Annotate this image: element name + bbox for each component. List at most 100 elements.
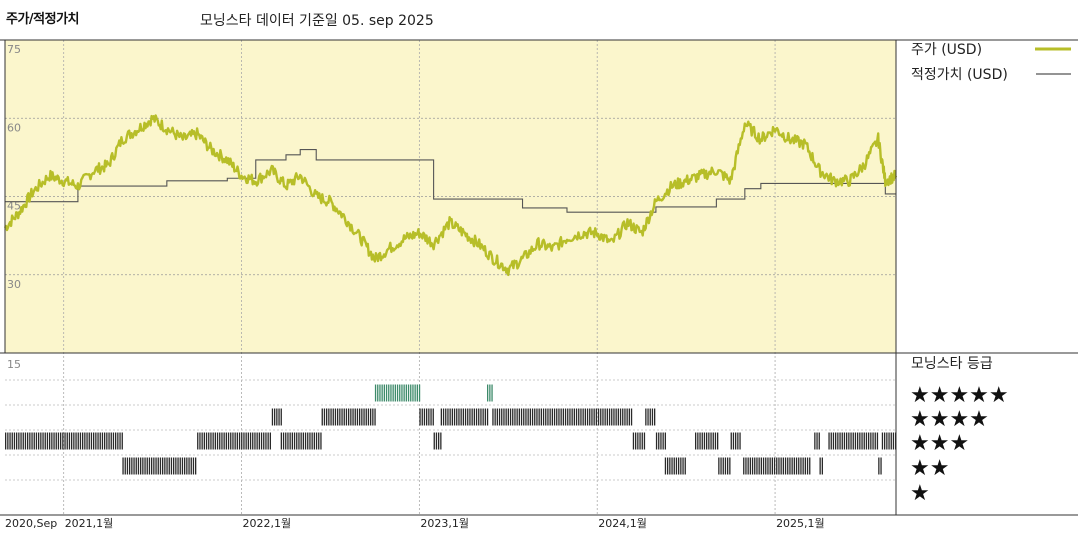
rating-tick	[478, 408, 480, 426]
rating-tick	[356, 408, 359, 426]
rating-tick	[654, 408, 656, 426]
rating-tick	[540, 408, 542, 426]
rating-tick	[512, 408, 514, 426]
rating-segment	[645, 408, 656, 426]
y-tick-label: 45	[7, 200, 21, 213]
rating-tick	[93, 432, 95, 450]
rating-tick	[20, 432, 22, 450]
rating-segment	[718, 457, 731, 475]
rating-tick	[38, 432, 40, 450]
rating-tick	[697, 432, 699, 450]
rating-tick	[619, 408, 622, 426]
rating-tick	[503, 408, 505, 426]
rating-tick	[453, 408, 456, 426]
rating-tick	[769, 457, 771, 475]
rating-tick	[121, 432, 123, 450]
rating-tick	[361, 408, 363, 426]
rating-tick	[637, 432, 639, 450]
rating-tick	[291, 432, 293, 450]
rating-tick	[405, 384, 407, 402]
rating-tick	[602, 408, 604, 426]
rating-tick	[514, 408, 516, 426]
chart-subtitle: 모닝스타 데이터 기준일 05. sep 2025	[200, 13, 434, 29]
rating-segment	[664, 457, 686, 475]
rating-tick	[523, 408, 525, 426]
rating-segment	[374, 384, 421, 402]
rating-tick	[664, 457, 667, 475]
rating-tick	[241, 432, 243, 450]
rating-tick	[352, 408, 354, 426]
rating-tick	[27, 432, 29, 450]
x-axis: 2020,Sep 2021,1월 2022,1월 2023,1월 2024,1월 2025…	[5, 517, 825, 530]
rating-tick	[582, 408, 584, 426]
rating-tick	[343, 408, 345, 426]
rating-tick	[46, 432, 49, 450]
rating-tick	[225, 432, 227, 450]
rating-tick	[195, 457, 197, 475]
rating-tick	[846, 432, 848, 450]
rating-tick	[271, 408, 274, 426]
rating-tick	[549, 408, 551, 426]
rating-tick	[320, 432, 322, 450]
rating-tick	[363, 408, 365, 426]
rating-tick	[789, 457, 791, 475]
rating-tick	[695, 432, 697, 450]
rating-tick	[188, 457, 190, 475]
rating-tick	[464, 408, 467, 426]
rating-tick	[798, 457, 800, 475]
rating-tick	[372, 408, 374, 426]
rating-tick	[86, 432, 88, 450]
rating-tick	[837, 432, 839, 450]
rating-tick	[133, 457, 135, 475]
rating-tick	[394, 384, 396, 402]
rating-tick	[800, 457, 802, 475]
rating-tick	[396, 384, 399, 402]
rating-tick	[780, 457, 782, 475]
rating-tick	[888, 432, 890, 450]
rating-tick	[7, 432, 9, 450]
rating-tick	[767, 457, 769, 475]
rating-tick	[296, 432, 298, 450]
rating-tick	[595, 408, 597, 426]
rating-tick	[445, 408, 447, 426]
rating-tick	[230, 432, 232, 450]
rating-tick	[377, 384, 379, 402]
rating-tick	[531, 408, 534, 426]
rating-tick	[739, 432, 741, 450]
rating-tick	[313, 432, 315, 450]
rating-tick	[31, 432, 33, 450]
rating-tick	[505, 408, 507, 426]
rating-tick	[865, 432, 868, 450]
rating-tick	[53, 432, 55, 450]
rating-tick	[673, 457, 675, 475]
rating-segment	[122, 457, 197, 475]
rating-tick	[190, 457, 192, 475]
rating-tick	[75, 432, 77, 450]
rating-tick	[802, 457, 804, 475]
rating-tick	[886, 432, 888, 450]
rating-tick	[456, 408, 458, 426]
rating-tick	[419, 408, 421, 426]
rating-tick	[276, 408, 278, 426]
rating-tick	[35, 432, 38, 450]
rating-row-stars: ★★★	[910, 431, 969, 456]
rating-tick	[129, 457, 131, 475]
rating-tick	[203, 432, 205, 450]
legend-price-label: 주가 (USD)	[911, 42, 982, 58]
rating-tick	[480, 408, 482, 426]
rating-tick	[745, 457, 747, 475]
rating-tick	[635, 432, 637, 450]
rating-tick	[293, 432, 296, 450]
rating-tick	[144, 457, 146, 475]
rating-tick	[354, 408, 356, 426]
rating-tick	[712, 432, 714, 450]
rating-segment	[743, 457, 811, 475]
rating-tick	[850, 432, 852, 450]
rating-tick	[416, 384, 418, 402]
rating-tick	[617, 408, 619, 426]
rating-tick	[157, 457, 159, 475]
rating-tick	[412, 384, 414, 402]
rating-tick	[518, 408, 520, 426]
rating-tick	[776, 457, 778, 475]
rating-tick	[385, 384, 388, 402]
